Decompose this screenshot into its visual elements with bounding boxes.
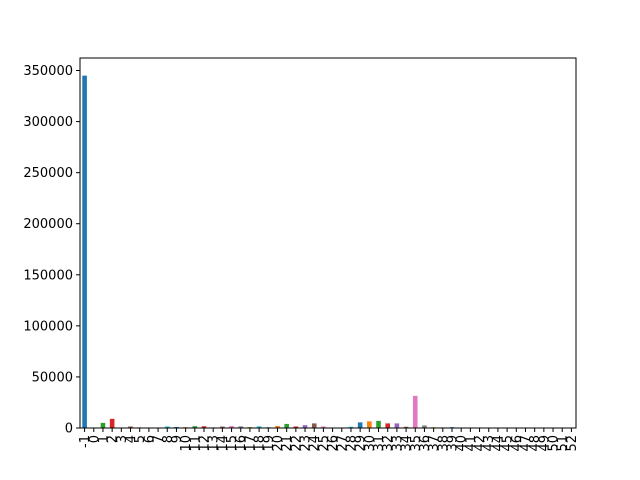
x-tick-label: 17 — [243, 435, 258, 452]
x-tick-label: 41 — [464, 435, 479, 452]
x-tick-label: 12 — [198, 435, 213, 452]
x-tick-label: 4 — [124, 435, 139, 443]
x-tick-label: 39 — [446, 435, 461, 452]
x-tick-label: 26 — [326, 435, 341, 452]
x-tick-label: 14 — [216, 435, 231, 452]
x-tick-label: 23 — [299, 435, 314, 452]
x-tick-label: 28 — [344, 435, 359, 452]
bars-group — [82, 75, 574, 429]
bar — [275, 425, 280, 428]
bar — [412, 395, 418, 428]
bar — [128, 426, 133, 428]
bar — [403, 426, 409, 428]
bar — [302, 425, 308, 428]
x-tick-label: 43 — [482, 435, 497, 452]
x-tick-label: 13 — [207, 435, 222, 452]
x-tick-label: 44 — [491, 435, 506, 452]
bar — [109, 418, 115, 428]
bar — [284, 423, 289, 428]
y-tick-label: 100000 — [23, 319, 73, 334]
x-tick-label: 6 — [142, 435, 157, 443]
x-tick-label: 18 — [253, 435, 268, 452]
plot-frame — [79, 57, 577, 429]
bar — [385, 423, 390, 428]
x-tick-label: -1 — [78, 435, 93, 448]
x-axis: -101234567891011121314151617181920212223… — [78, 428, 580, 452]
bar — [348, 426, 354, 428]
x-tick-label: 42 — [473, 435, 488, 452]
x-tick-label: 36 — [418, 435, 433, 452]
y-tick-label: 50000 — [32, 370, 73, 385]
x-tick-label: 51 — [556, 435, 571, 452]
bar — [311, 423, 317, 428]
bar — [174, 426, 179, 428]
bar — [321, 426, 326, 428]
y-tick-label: 0 — [65, 422, 73, 437]
bar — [220, 426, 225, 428]
x-tick-label: 35 — [409, 435, 424, 452]
x-tick-label: 27 — [335, 435, 350, 452]
x-tick-label: 22 — [289, 435, 304, 452]
x-tick-label: 7 — [152, 435, 167, 443]
x-tick-label: 15 — [225, 435, 240, 452]
y-axis: 0 50000 100000 150000 200000 250000 300000 3500… — [23, 64, 80, 437]
x-tick-label: 50 — [547, 435, 562, 452]
x-tick-label: 48 — [528, 435, 543, 452]
bar — [229, 426, 234, 428]
x-tick-label: 9 — [170, 435, 185, 443]
x-tick-label: 31 — [372, 435, 387, 452]
bar — [192, 426, 198, 428]
y-tick-label: 200000 — [23, 217, 73, 232]
x-tick-label: 11 — [188, 435, 203, 452]
bar — [100, 422, 106, 428]
x-tick-label: 46 — [510, 435, 525, 452]
x-tick-label: 5 — [133, 435, 148, 443]
bar — [394, 423, 400, 428]
bar — [293, 426, 299, 428]
x-tick-label: 37 — [427, 435, 442, 452]
x-tick-label: 1 — [96, 435, 111, 443]
x-tick-label: 32 — [381, 435, 396, 452]
x-tick-label: 3 — [115, 435, 130, 443]
x-tick-label: 40 — [455, 435, 470, 452]
bar — [164, 426, 170, 428]
x-tick-label: 49 — [537, 435, 552, 452]
y-tick-label: 350000 — [23, 64, 73, 79]
x-tick-label: 8 — [161, 435, 176, 443]
x-tick-label: 0 — [87, 435, 102, 443]
x-tick-label: 19 — [262, 435, 277, 452]
bar — [367, 421, 372, 428]
bar — [82, 75, 87, 429]
x-tick-label: 30 — [363, 435, 378, 452]
x-tick-label: 16 — [234, 435, 249, 452]
x-tick-label: 2 — [106, 435, 121, 443]
bar — [256, 426, 262, 428]
x-tick-label: 38 — [436, 435, 451, 452]
x-tick-label: 21 — [280, 435, 295, 452]
bar — [357, 422, 363, 428]
x-tick-label: 45 — [501, 435, 516, 452]
x-tick-label: 20 — [271, 435, 286, 452]
y-tick-label: 150000 — [23, 268, 73, 283]
bar — [422, 425, 427, 428]
bar — [376, 420, 381, 428]
x-tick-label: 33 — [390, 435, 405, 452]
bar — [238, 426, 244, 428]
x-tick-label: 29 — [354, 435, 369, 452]
bar — [247, 426, 253, 428]
y-tick-label: 250000 — [23, 166, 73, 181]
x-tick-label: 52 — [565, 435, 580, 452]
x-tick-label: 47 — [519, 435, 534, 452]
y-tick-label: 300000 — [23, 115, 73, 130]
x-tick-label: 10 — [179, 435, 194, 452]
bar — [201, 426, 207, 428]
x-tick-label: 34 — [400, 435, 415, 452]
x-tick-label: 24 — [308, 435, 323, 452]
x-tick-label: 25 — [317, 435, 332, 452]
